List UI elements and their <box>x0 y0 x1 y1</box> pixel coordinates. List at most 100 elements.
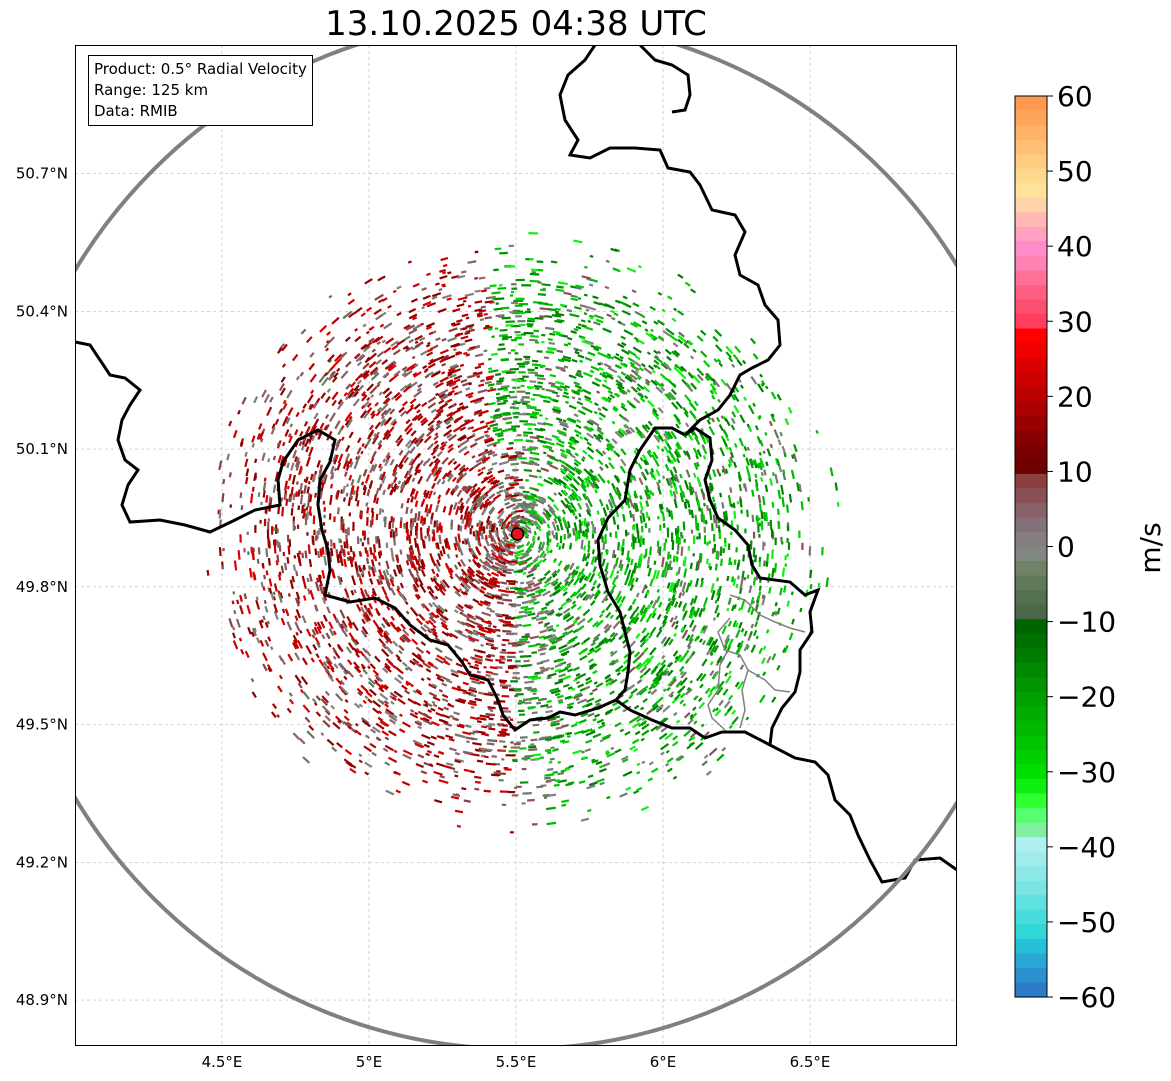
echo-pixel <box>517 640 527 644</box>
echo-pixel <box>555 332 563 337</box>
echo-pixel <box>522 490 530 494</box>
echo-pixel <box>555 442 565 448</box>
echo-pixel <box>587 658 594 664</box>
echo-pixel <box>315 653 320 659</box>
echo-pixel <box>583 293 588 297</box>
echo-pixel <box>378 391 383 396</box>
echo-pixel <box>471 680 481 685</box>
echo-pixel <box>396 311 402 317</box>
echo-pixel <box>325 347 330 352</box>
echo-pixel <box>270 711 277 719</box>
echo-pixel <box>484 560 490 566</box>
echo-pixel <box>627 577 633 587</box>
echo-pixel <box>218 546 222 556</box>
echo-pixel <box>339 576 343 583</box>
echo-pixel <box>464 589 469 593</box>
echo-pixel <box>605 504 610 511</box>
echo-pixel <box>470 705 475 709</box>
echo-pixel <box>620 335 627 340</box>
echo-pixel <box>273 544 277 554</box>
echo-pixel <box>441 713 451 719</box>
echo-pixel <box>479 420 485 424</box>
echo-pixel <box>365 502 369 507</box>
echo-pixel <box>660 636 668 645</box>
echo-pixel <box>679 580 684 587</box>
echo-pixel <box>258 423 263 430</box>
echo-pixel <box>503 388 509 392</box>
echo-pixel <box>769 519 773 530</box>
echo-pixel <box>493 268 499 272</box>
echo-pixel <box>679 656 685 663</box>
echo-pixel <box>428 504 433 514</box>
echo-pixel <box>484 380 492 385</box>
echo-pixel <box>438 288 443 292</box>
echo-pixel <box>574 532 578 542</box>
echo-pixel <box>369 424 374 431</box>
echo-pixel <box>560 499 568 509</box>
echo-pixel <box>648 570 652 575</box>
echo-pixel <box>672 735 679 741</box>
echo-pixel <box>336 742 343 749</box>
echo-pixel <box>536 377 546 381</box>
echo-pixel <box>674 448 682 458</box>
echo-pixel <box>586 441 592 447</box>
echo-pixel <box>622 295 628 300</box>
echo-pixel <box>278 544 282 552</box>
echo-pixel <box>757 591 762 601</box>
echo-pixel <box>742 554 745 562</box>
echo-pixel <box>219 519 222 526</box>
echo-pixel <box>470 525 474 529</box>
echo-pixel <box>732 620 738 628</box>
echo-pixel <box>825 577 829 588</box>
echo-pixel <box>366 489 371 497</box>
echo-pixel <box>380 471 386 481</box>
echo-pixel <box>750 623 755 629</box>
echo-pixel <box>714 563 718 571</box>
echo-pixel <box>361 719 371 728</box>
echo-pixel <box>477 485 487 495</box>
echo-pixel <box>592 482 598 490</box>
echo-pixel <box>343 708 349 714</box>
echo-pixel <box>535 642 541 646</box>
echo-pixel <box>498 460 509 466</box>
echo-pixel <box>747 606 752 613</box>
echo-pixel <box>675 719 681 724</box>
echo-pixel <box>428 616 437 624</box>
echo-pixel <box>459 426 467 432</box>
echo-pixel <box>666 527 670 538</box>
echo-pixel <box>721 502 725 509</box>
echo-pixel <box>447 446 454 454</box>
echo-pixel <box>381 586 388 596</box>
echo-pixel <box>652 407 658 413</box>
echo-pixel <box>491 335 495 339</box>
echo-pixel <box>492 453 498 457</box>
echo-pixel <box>594 698 602 704</box>
echo-pixel <box>286 485 290 490</box>
echo-pixel <box>263 393 270 404</box>
echo-pixel <box>777 439 782 446</box>
echo-pixel <box>459 632 469 639</box>
echo-pixel <box>380 415 385 420</box>
echo-pixel <box>637 264 642 269</box>
echo-pixel <box>339 679 345 686</box>
echo-pixel <box>526 323 534 326</box>
echo-pixel <box>291 353 299 362</box>
echo-pixel <box>716 416 721 423</box>
echo-pixel <box>649 626 657 636</box>
echo-pixel <box>411 652 420 660</box>
echo-pixel <box>297 505 301 511</box>
echo-pixel <box>405 427 413 436</box>
echo-pixel <box>627 357 635 363</box>
echo-pixel <box>278 674 283 680</box>
echo-pixel <box>699 683 704 689</box>
echo-pixel <box>515 624 523 627</box>
echo-pixel <box>712 514 716 524</box>
echo-pixel <box>700 723 705 728</box>
echo-pixel <box>486 742 495 746</box>
echo-pixel <box>393 485 398 493</box>
echo-pixel <box>678 592 683 599</box>
echo-pixel <box>313 702 318 707</box>
echo-pixel <box>550 722 560 727</box>
echo-pixel <box>512 676 518 679</box>
echo-pixel <box>603 363 612 369</box>
